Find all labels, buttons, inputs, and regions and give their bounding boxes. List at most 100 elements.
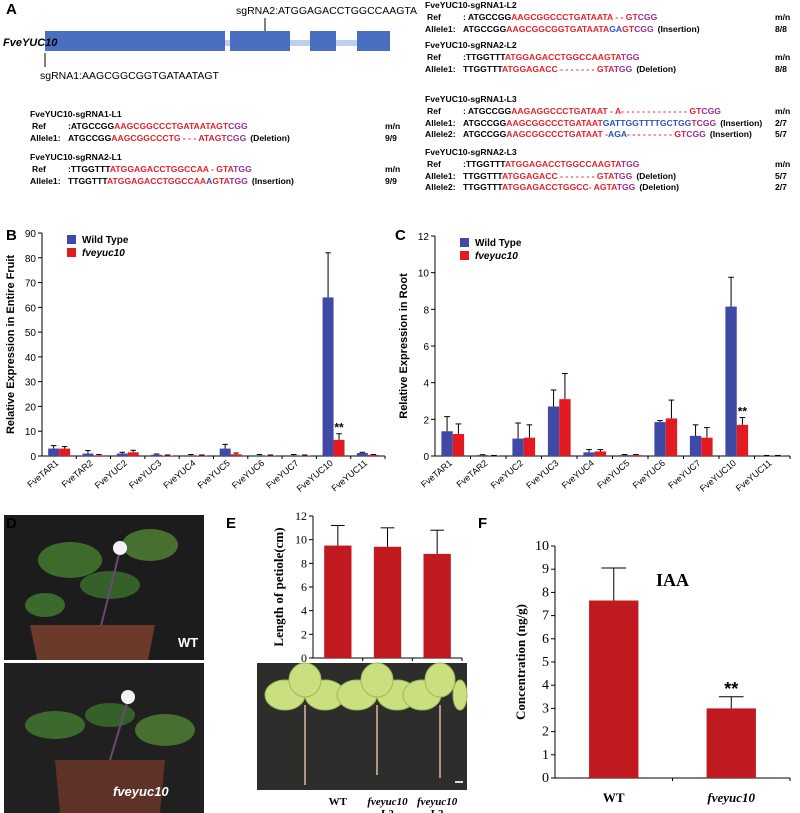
sequence-segment: TTGGTTT [68,176,108,186]
legend-swatch [67,248,76,257]
sequence-segment: ATGGAGACC - - - - - - - GTA [502,171,614,181]
sequence-segment: TTGGTTT [463,64,503,74]
sequence-segment: CGG [227,133,247,143]
bar [441,431,453,456]
bar [706,708,756,778]
y-tick-label: 40 [25,353,37,364]
bar [356,453,368,456]
sequence-segment: ATGGAGACCTGGCCAAGTA [505,159,621,169]
x-tick-label: fveyuc10 [707,790,755,805]
bar [48,448,60,456]
exon [45,31,225,51]
bar [324,545,352,658]
chart-title: IAA [656,570,689,590]
sequence-segment: CGG [697,118,717,128]
bar [333,439,345,456]
ratio: 9/9 [385,176,397,186]
row-name: Allele1: [425,24,456,34]
photo-label: WT [178,635,198,650]
bar [452,434,465,456]
sequence-segment: AAGCGGCCCTGATAATA - - GT [511,12,638,22]
sequence-segment: AAGCGGCGGTGATAATA [506,24,609,34]
y-tick-label: 8 [423,305,429,316]
alignment-title: FveYUC10-sgRNA1-L1 [30,109,122,119]
sequence-segment: T [691,118,697,128]
y-tick-label: 6 [301,580,307,594]
bar [654,422,666,456]
panel-label: D [6,515,17,532]
y-tick-label: 8 [542,585,549,600]
row-name: Ref [427,12,441,22]
y-tick-label: 7 [542,609,549,624]
sequence: :ATGCCGGAAGCGGCCCTGATAATAGTCGG [68,121,248,131]
mutation-type: (Insertion) [710,129,752,139]
y-axis-label: Relative Expression in Entire Fruit [5,255,17,434]
row-name: Allele1: [425,171,456,181]
panel-label: F [478,515,487,532]
significance: ** [738,405,748,419]
bar [476,455,489,456]
mutation-type: (Deletion) [639,182,679,192]
sequence-segment: AAGAGGCCCTGATAAT - A- - - - - - - - - - … [511,106,702,116]
bar [127,452,139,456]
legend-swatch [67,235,76,244]
bar [82,453,94,456]
sequence-segment: TGG [617,182,636,192]
bar [589,600,639,778]
bar [253,455,265,456]
row-name: Ref [32,164,46,174]
column-header: m/n [775,12,790,22]
mutation-type: (Insertion) [252,176,294,186]
x-tick-label: FveYUC6 [230,458,266,491]
bar [512,438,524,456]
sequence-segment: A [206,176,212,186]
sequence-segment: GT [622,24,635,34]
x-tick-label: fveyuc10L3 [417,796,458,813]
row-name: Allele2: [425,129,456,139]
sequence-segment: AGA [608,129,627,139]
bar [689,435,702,456]
sequence-segment: GA [609,24,622,34]
bar [151,454,163,456]
sequence-segment: ATGGAGACCTGGCCAA - GTA [110,164,234,174]
y-tick-label: 10 [418,269,430,280]
sequence: ATGCCGGAAGCGGCCCTGATAATGATTGGTTTTGCTGGTC… [463,118,762,128]
mutation-type: (Deletion) [250,133,290,143]
sequence: TTGGTTTATGGAGACC - - - - - - - GTATGG (De… [463,171,676,181]
bar [701,437,713,456]
x-tick-label: FveYUC4 [560,458,596,491]
sequence-segment: TGG [233,164,252,174]
x-tick-label: FveYUC2 [93,458,129,491]
sgrna-label: sgRNA1:AAGCGGCGGTGATAATAGT [40,70,219,82]
sequence-segment: ATGGAGACC - - - - - - - GTA [502,64,614,74]
y-tick-label: 8 [301,556,307,570]
row-name: Ref [32,121,46,131]
sequence-segment: - - - - - - - - - GT [627,129,687,139]
legend-label: Wild Type [82,235,129,246]
y-tick-label: 60 [25,303,37,314]
sequence-segment: GATTGGTTTTGCTGG [603,118,692,128]
y-tick-label: 12 [295,509,307,523]
sequence-segment: ATGGAGACCTGGCCAAGTA [505,52,621,62]
sequence: TTGGTTTATGGAGACC - - - - - - - GTATGG (De… [463,64,676,74]
legend-swatch [460,251,469,260]
sequence-segment: CGG [638,12,658,22]
sequence-segment: TGG [614,64,633,74]
y-tick-label: 0 [542,771,549,786]
y-tick-label: 4 [423,379,429,390]
bar [423,553,451,658]
y-tick-label: 6 [542,632,549,647]
bar [367,455,379,456]
x-tick-label: FveYUC3 [524,458,560,491]
bar [185,455,197,456]
bar [219,448,231,456]
bar [736,424,749,456]
ratio: 2/7 [775,182,787,192]
plant-photo [4,515,204,660]
sequence-segment: CGG [634,24,654,34]
y-tick-label: 0 [30,452,36,463]
bar [559,399,571,456]
photo-label: fveyuc10 [113,784,169,799]
panel-label: E [226,515,236,532]
sequence-segment: :TTGGTTT [463,159,506,169]
